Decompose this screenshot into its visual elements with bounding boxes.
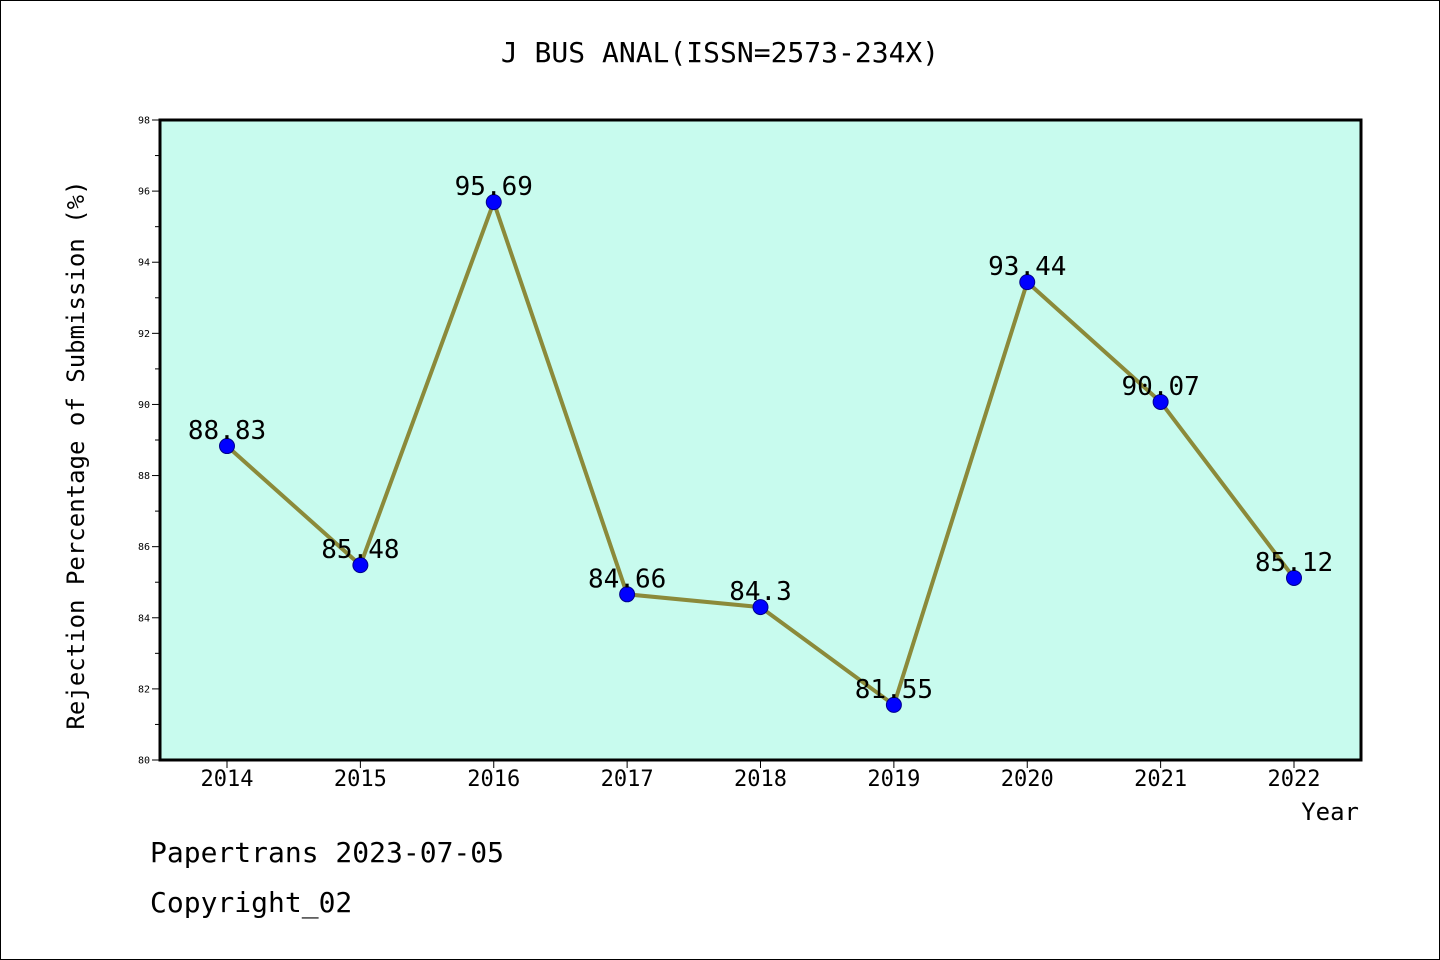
data-point (219, 438, 235, 455)
x-tick-label: 2019 (867, 767, 920, 792)
data-point (619, 586, 636, 603)
data-label: 84.66 (588, 564, 666, 594)
x-tick-label: 2016 (467, 767, 520, 792)
x-tick-label: 2020 (1001, 767, 1054, 792)
x-axis: 2014 2015 2016 2017 2018 2019 2020 2021 2022 (201, 760, 1321, 792)
x-axis-label: Year (1301, 798, 1359, 826)
y-tick-label: 92 (138, 329, 150, 340)
x-tick-label: 2014 (201, 767, 254, 792)
y-tick-label: 88 (138, 471, 150, 482)
data-label: 93.44 (988, 252, 1066, 282)
data-point (752, 599, 769, 616)
x-tick-label: 2021 (1134, 767, 1187, 792)
y-tick-label: 98 (138, 116, 150, 127)
series-markers (219, 194, 1302, 713)
data-label: 84.3 (729, 577, 792, 607)
data-label: 88.83 (188, 416, 266, 446)
footer-copyright: Copyright_02 (150, 886, 353, 919)
data-point (485, 194, 502, 211)
data-labels: 88.83 85.48 95.69 84.66 84.3 81.55 93.44 90.07 8… (188, 172, 1333, 705)
data-label: 90.07 (1121, 372, 1199, 402)
y-tick-label: 86 (138, 542, 150, 553)
y-tick-label: 84 (138, 613, 150, 624)
x-tick-label: 2015 (334, 767, 387, 792)
data-label: 95.69 (455, 172, 533, 202)
footer-date: Papertrans 2023-07-05 (150, 836, 505, 869)
y-tick-label: 94 (138, 258, 150, 269)
plot-area (160, 120, 1361, 760)
y-tick-label: 80 (138, 756, 150, 767)
data-point (352, 557, 369, 574)
x-tick-label: 2017 (601, 767, 654, 792)
x-tick-label: 2018 (734, 767, 787, 792)
y-tick-label: 96 (138, 187, 150, 198)
y-axis-label: Rejection Percentage of Submission (%) (62, 180, 90, 729)
data-point (885, 696, 902, 713)
y-axis: 80 82 84 86 88 90 92 94 96 98 (138, 116, 160, 767)
data-point (1286, 569, 1302, 586)
x-tick-label: 2022 (1268, 767, 1321, 792)
data-label: 85.12 (1255, 548, 1333, 578)
y-tick-label: 90 (138, 400, 150, 411)
data-label: 81.55 (855, 675, 933, 705)
data-point (1152, 393, 1169, 410)
plot-border (158, 118, 1363, 762)
y-tick-label: 82 (138, 684, 150, 695)
data-point (1019, 274, 1036, 291)
data-label: 85.48 (321, 535, 399, 565)
chart-title: J BUS ANAL(ISSN=2573-234X) (500, 36, 940, 69)
